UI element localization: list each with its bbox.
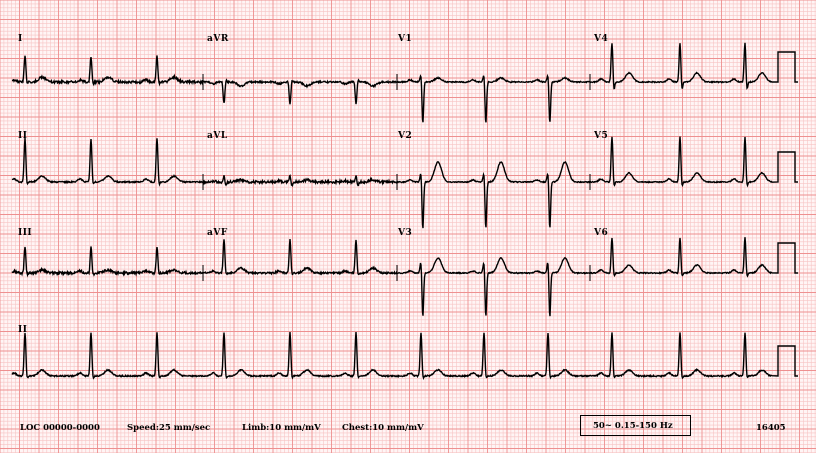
- chest-gain: Chest:10 mm/mV: [342, 423, 424, 433]
- trace-row-3: [12, 237, 798, 316]
- paper-speed: Speed:25 mm/sec: [127, 423, 210, 433]
- lead-label-V1: V1: [398, 34, 412, 44]
- location-code: LOC 00000-0000: [20, 423, 100, 433]
- record-code: 16405: [756, 423, 786, 433]
- lead-label-rhythm-II: II: [18, 325, 27, 335]
- lead-label-II: II: [18, 131, 27, 141]
- trace-row-2: [12, 137, 798, 229]
- trace-rhythm-strip: [12, 332, 798, 378]
- lead-label-aVF: aVF: [207, 228, 228, 238]
- filter-settings: 50~ 0.15-150 Hz: [593, 421, 673, 431]
- trace-row-1: [12, 43, 798, 123]
- lead-label-aVR: aVR: [207, 34, 229, 44]
- filter-settings-box: 50~ 0.15-150 Hz: [580, 415, 691, 436]
- lead-label-I: I: [18, 34, 23, 44]
- lead-label-V3: V3: [398, 228, 412, 238]
- lead-label-V6: V6: [594, 228, 608, 238]
- lead-label-V4: V4: [594, 34, 608, 44]
- lead-label-V2: V2: [398, 131, 412, 141]
- lead-label-V5: V5: [594, 131, 608, 141]
- lead-label-aVL: aVL: [207, 131, 228, 141]
- lead-label-III: III: [18, 228, 32, 238]
- limb-gain: Limb:10 mm/mV: [242, 423, 321, 433]
